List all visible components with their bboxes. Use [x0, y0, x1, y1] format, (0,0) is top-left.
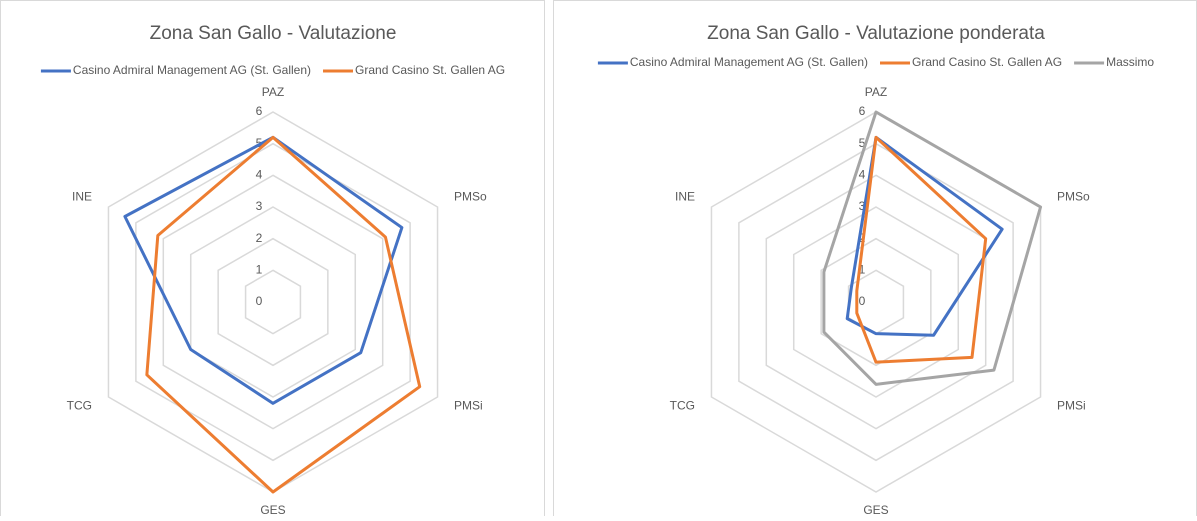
tick-label: 0 — [256, 294, 263, 308]
series-line — [845, 135, 1004, 337]
series-line — [145, 135, 422, 494]
legend-label: Grand Casino St. Gallen AG — [355, 63, 505, 77]
chart-title: Zona San Gallo - Valutazione ponderata — [707, 23, 1045, 44]
tick-label: 6 — [256, 104, 263, 118]
category-label: PAZ — [262, 85, 284, 99]
tick-label: 3 — [859, 199, 866, 213]
tick-label: 2 — [256, 231, 263, 245]
category-label: GES — [863, 503, 888, 516]
grid-ring — [189, 206, 357, 398]
category-label: PAZ — [865, 85, 887, 99]
legend-label: Casino Admiral Management AG (St. Gallen… — [73, 63, 311, 77]
category-label: PMSi — [1057, 399, 1086, 413]
legend-label: Grand Casino St. Gallen AG — [912, 55, 1062, 69]
tick-label: 1 — [256, 263, 263, 277]
grid-ring — [107, 111, 439, 493]
grid-ring — [765, 174, 987, 430]
grid-ring — [135, 142, 411, 462]
category-label: INE — [72, 190, 92, 204]
grid-ring — [710, 111, 1042, 493]
grid-ring — [738, 142, 1014, 462]
series-line — [822, 110, 1043, 386]
series-line — [123, 135, 404, 405]
tick-label: 0 — [859, 294, 866, 308]
panel — [0, 0, 545, 521]
series-line — [855, 135, 988, 364]
grid-ring — [244, 269, 302, 335]
category-label: INE — [675, 190, 695, 204]
grid-ring — [217, 237, 329, 367]
category-label: PMSo — [454, 190, 487, 204]
grid-ring — [792, 206, 960, 398]
chart-title: Zona San Gallo - Valutazione — [150, 23, 397, 44]
tick-label: 5 — [859, 136, 866, 150]
category-label: PMSi — [454, 399, 483, 413]
category-label: PMSo — [1057, 190, 1090, 204]
category-label: TCG — [670, 399, 695, 413]
tick-label: 5 — [256, 136, 263, 150]
legend-label: Massimo — [1106, 55, 1154, 69]
tick-label: 4 — [859, 168, 866, 182]
category-label: GES — [260, 503, 285, 516]
legend-label: Casino Admiral Management AG (St. Gallen… — [630, 55, 868, 69]
panel — [553, 0, 1197, 521]
tick-label: 4 — [256, 168, 263, 182]
tick-label: 6 — [859, 104, 866, 118]
tick-label: 3 — [256, 199, 263, 213]
grid-ring — [820, 237, 932, 367]
category-label: TCG — [67, 399, 92, 413]
tick-label: 1 — [859, 263, 866, 277]
grid-ring — [162, 174, 384, 430]
